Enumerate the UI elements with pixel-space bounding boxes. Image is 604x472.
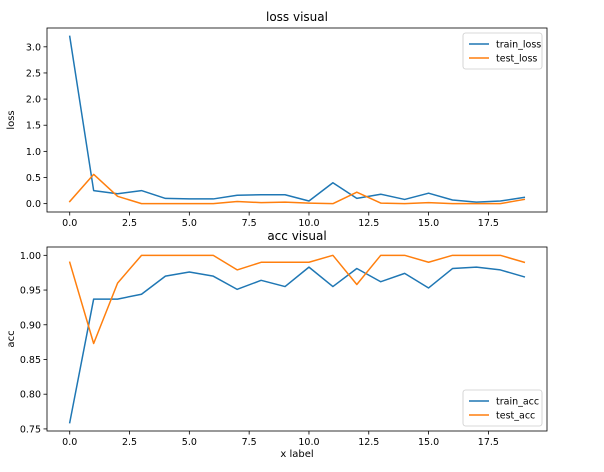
y-tick-label: 0.75 (20, 424, 41, 435)
legend-box (462, 32, 543, 70)
y-tick-label: 0.95 (20, 286, 41, 297)
legend: train_loss test_loss (462, 32, 543, 70)
x-tick-label: 2.5 (122, 437, 137, 448)
axes-frame (46, 246, 548, 432)
y-tick-label: 2.0 (26, 95, 41, 106)
x-tick-label: 0.0 (62, 218, 77, 229)
chart-panel-acc: acc visual 0.0 2.5 5.0 7.5 10.0 12.5 15.0 17.5 0.… (6, 229, 548, 460)
x-tick-label: 15.0 (418, 218, 439, 229)
y-axis-label: acc (6, 330, 17, 347)
axes-frame (46, 27, 548, 213)
x-tick-label: 7.5 (242, 437, 257, 448)
series-line-test_acc (68, 254, 526, 345)
chart-panel-loss: loss visual 0.0 2.5 5.0 7.5 10.0 12.5 15.0 17.5 0… (6, 10, 548, 229)
y-tick-label: 0.0 (26, 199, 41, 210)
legend-label-train_acc: train_acc (496, 397, 539, 408)
legend-box (462, 389, 543, 427)
x-tick-label: 12.5 (358, 218, 379, 229)
chart-title: acc visual (267, 229, 326, 243)
y-tick-label: 0.5 (26, 173, 41, 184)
series-line-train_acc (68, 266, 526, 424)
x-tick-label: 10.0 (298, 218, 319, 229)
legend-label-train_loss: train_loss (496, 40, 541, 51)
series-line-test_loss (68, 173, 526, 205)
x-tick-label: 17.5 (478, 437, 499, 448)
x-tick-label: 0.0 (62, 437, 77, 448)
y-tick-label: 1.0 (26, 147, 41, 158)
legend-label-test_acc: test_acc (496, 411, 535, 422)
legend: train_acc test_acc (462, 389, 543, 427)
x-tick-label: 10.0 (298, 437, 319, 448)
x-tick-label: 7.5 (242, 218, 257, 229)
y-axis-label: loss (6, 110, 17, 129)
legend-label-test_loss: test_loss (496, 54, 537, 65)
x-axis-label: x label (280, 449, 313, 460)
x-tick-label: 5.0 (182, 437, 197, 448)
x-tick-label: 2.5 (122, 218, 137, 229)
chart-title: loss visual (266, 10, 328, 24)
y-tick-label: 1.00 (20, 251, 41, 262)
y-tick-label: 1.5 (26, 121, 41, 132)
y-tick-label: 2.5 (26, 68, 41, 79)
x-tick-label: 12.5 (358, 437, 379, 448)
y-tick-label: 0.80 (20, 390, 41, 401)
series-line-train_loss (68, 35, 526, 203)
x-tick-label: 17.5 (478, 218, 499, 229)
y-tick-label: 0.90 (20, 320, 41, 331)
x-tick-label: 15.0 (418, 437, 439, 448)
x-tick-label: 5.0 (182, 218, 197, 229)
y-tick-label: 0.85 (20, 355, 41, 366)
y-tick-label: 3.0 (26, 42, 41, 53)
